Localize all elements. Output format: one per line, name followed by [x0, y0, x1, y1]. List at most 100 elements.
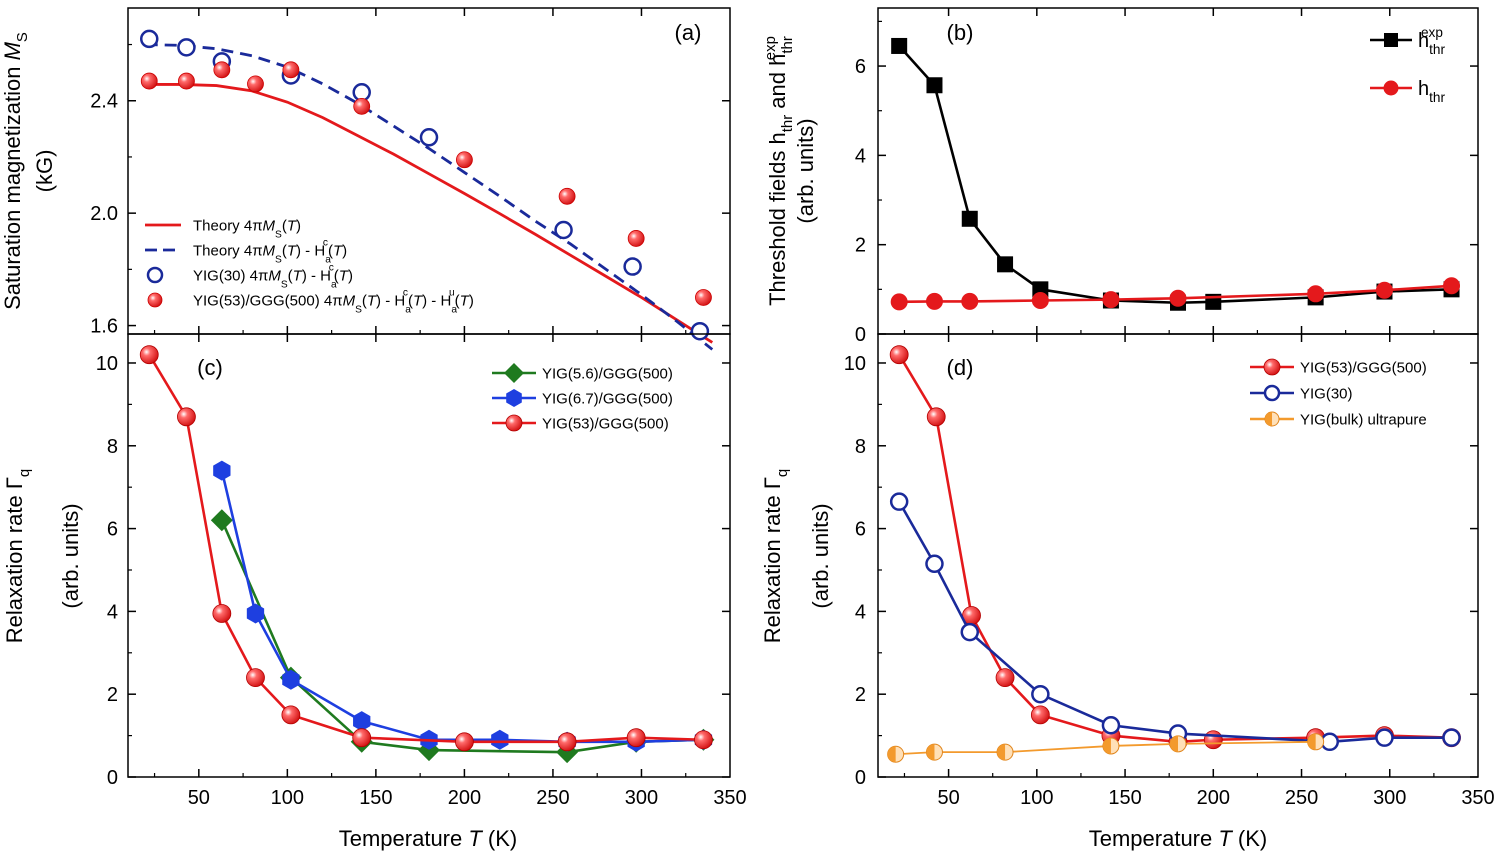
legend-label: YIG(53)/GGG(500): [1300, 359, 1427, 376]
legend-label: hthrexp​: [1418, 25, 1445, 57]
x-tick-label: 250: [536, 787, 569, 809]
data-point-b-1: [1031, 292, 1049, 310]
panel-a-label: (a): [675, 20, 702, 45]
data-point-d-1: [1031, 684, 1050, 704]
legend-swatch-marker: [506, 389, 522, 407]
panel-b-legend: hthrexp​ hthr​: [1370, 25, 1445, 105]
panel-a-ylabel-unit-text: (kG): [32, 150, 57, 193]
y-tick-label: 4: [855, 601, 866, 623]
data-point-b-1: [925, 292, 943, 310]
legend-item-d-2: YIG(bulk) ultrapure: [1250, 411, 1427, 428]
data-point-b-1: [1102, 291, 1120, 309]
data-point-b-1: [890, 293, 908, 311]
legend-item-d-0: YIG(53)/GGG(500): [1250, 358, 1427, 376]
y-tick-label: 6: [855, 56, 866, 78]
y-tick-label: 6: [855, 519, 866, 541]
panel-a-ylabel-unit: (kG): [32, 150, 57, 193]
data-point-c-1: [282, 669, 300, 690]
panel-d-ylabel-unit-text: (arb. units): [808, 503, 833, 608]
data-point-c-2: [212, 604, 232, 623]
y-tick-label: 2: [855, 684, 866, 706]
data-point-d-1: [1320, 732, 1340, 752]
legend-label: YIG(53)/GGG(500) 4πMS(T) - Hac(T) - Hau(…: [193, 287, 474, 315]
x-tick-label: 350: [713, 787, 746, 809]
panel-c-plot: [139, 345, 715, 764]
x-tick-label: 100: [271, 787, 304, 809]
data-point-b-1: [961, 292, 979, 310]
data-point-d-1: [960, 622, 980, 642]
data-point-d-1: [1101, 715, 1121, 735]
x-tick-label: 50: [188, 787, 210, 809]
panel-c-xticks: 50 100 150 200 250 300 350: [153, 334, 747, 809]
panel-a-yticks: 1.6 2.0 2.4: [90, 8, 730, 338]
data-point-c-2: [281, 705, 301, 725]
panel-c-frame: [127, 333, 731, 778]
legend-label: YIG(30) 4πMS(T) - Hac(T): [193, 262, 353, 290]
panel-b: 0 2 4 6 (b) Threshold fields hthr and hthre…: [762, 7, 1479, 346]
panel-d-frame: [877, 333, 1479, 778]
legend-item-d-1: YIG(30): [1250, 384, 1353, 402]
legend-swatch-marker: [147, 292, 163, 308]
data-point-d-0: [995, 668, 1015, 688]
data-point-a-3: [213, 61, 231, 79]
x-tick-label: 100: [1020, 787, 1053, 809]
series-line-a-0: [145, 83, 714, 344]
x-tick-label: 300: [1373, 787, 1406, 809]
legend-label: YIG(30): [1300, 385, 1353, 402]
series-d-2: [887, 733, 1325, 763]
x-tick-label: 300: [625, 787, 658, 809]
data-point-c-2: [694, 730, 713, 750]
series-d-0: [889, 345, 1461, 752]
panel-c-ylabel-unit: (arb. units): [58, 503, 83, 608]
panel-b-label: (b): [947, 20, 974, 45]
data-point-c-2: [139, 345, 159, 365]
y-tick-label: 10: [96, 353, 118, 375]
data-point-a-3: [282, 61, 300, 79]
x-tick-label: 150: [359, 787, 392, 809]
panel-c: 0 2 4 6 8 10 50 100 150 200 250 300 350 (c) Relaxat…: [2, 333, 747, 809]
panel-c-ylabel-text: Relaxation rate Γq​: [2, 469, 33, 644]
data-point-d-2: [1307, 733, 1325, 751]
legend-label: hthr​: [1418, 78, 1445, 105]
x-axis-label-left: Temperature T (K): [339, 826, 518, 851]
panel-b-plot: [890, 37, 1461, 311]
legend-item-c-2: YIG(53)/GGG(500): [492, 414, 669, 432]
series-b-0: [891, 37, 1460, 311]
legend-item-b-0: hthrexp​: [1370, 25, 1445, 57]
data-point-d-0: [1203, 730, 1223, 750]
data-point-b-0: [891, 37, 908, 54]
series-line-a-1: [145, 43, 714, 351]
data-point-a-2: [554, 220, 573, 240]
legend-item-c-0: YIG(5.6)/GGG(500): [492, 363, 673, 383]
data-point-a-3: [627, 230, 645, 247]
legend-label: Theory 4πMS(T): [193, 217, 301, 240]
y-tick-label: 2: [107, 684, 118, 706]
data-point-a-3: [140, 72, 158, 90]
series-line-d-1: [898, 501, 1452, 744]
panel-b-ylabel-unit-text: (arb. units): [793, 118, 818, 223]
y-tick-label: 8: [855, 436, 866, 458]
data-point-d-1: [1442, 728, 1461, 747]
panel-d-ylabel-unit: (arb. units): [808, 503, 833, 608]
series-a-1: [145, 43, 714, 351]
data-point-d-1: [889, 492, 909, 511]
panel-a-ylabel: Saturation magnetization MS​: [0, 32, 31, 310]
panel-a-legend: Theory 4πMS(T)Theory 4πMS(T) - Hac(T)YIG…: [145, 217, 474, 315]
data-point-a-3: [247, 75, 264, 93]
series-c-2: [139, 345, 713, 752]
legend-swatch-marker: [1383, 80, 1399, 96]
panel-a-plot: [139, 29, 714, 351]
data-point-a-3: [178, 72, 195, 90]
data-point-c-1: [491, 729, 509, 750]
y-tick-label: 4: [107, 601, 118, 623]
data-point-b-1: [1443, 277, 1461, 295]
data-point-c-1: [246, 603, 265, 624]
data-point-a-2: [623, 257, 642, 276]
panel-c-label: (c): [197, 355, 223, 380]
panel-a: 1.6 2.0 2.4 (a) Saturation magnetization M…: [0, 7, 731, 351]
data-point-a-2: [419, 128, 439, 147]
y-tick-label: 2.4: [90, 91, 118, 113]
data-point-c-2: [626, 728, 646, 748]
legend-swatch-marker: [504, 363, 524, 383]
data-point-c-1: [353, 711, 371, 732]
